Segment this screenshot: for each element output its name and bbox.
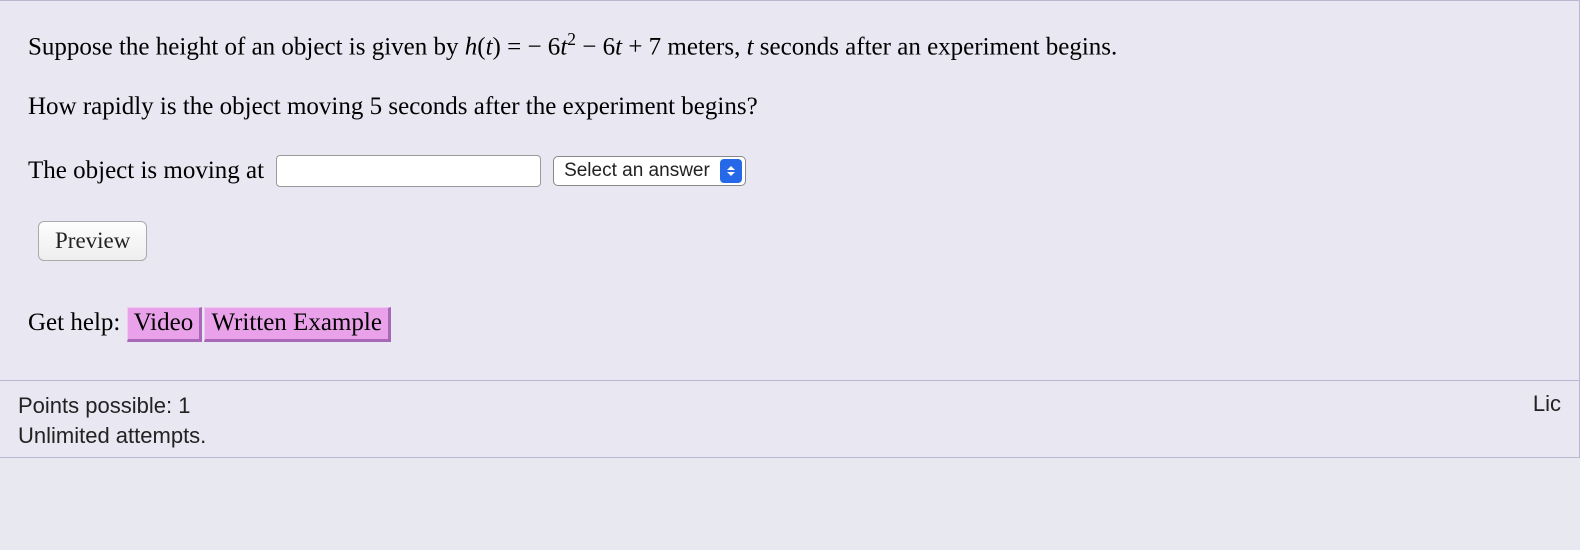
q1-coef2: − 6 [576,33,615,60]
preview-button[interactable]: Preview [38,221,147,261]
q1-equals: = [501,33,528,60]
unit-select[interactable]: Select an answer [553,156,746,186]
q1-coef1: − 6 [527,33,560,60]
select-arrows-icon [720,159,742,183]
help-label: Get help: [28,309,120,336]
unit-select-placeholder: Select an answer [554,160,720,182]
question-text-line1: Suppose the height of an object is given… [28,29,1551,61]
attempts-text: Unlimited attempts. [18,421,206,451]
footer-right: Lic [1533,391,1561,417]
help-video-link[interactable]: Video [127,307,203,342]
q1-tail: + 7 meters, [622,33,747,60]
preview-row: Preview [28,221,1551,261]
question-footer: Points possible: 1 Unlimited attempts. L… [0,380,1579,456]
answer-input[interactable] [276,155,541,187]
help-row: Get help: Video Written Example [28,307,1551,342]
q1-text-a: Suppose the height of an object is given… [28,33,465,60]
question-body: Suppose the height of an object is given… [0,1,1579,380]
answer-row: The object is moving at Select an answer [28,155,1551,187]
q1-text-b: seconds after an experiment begins. [754,33,1118,60]
points-possible: Points possible: 1 [18,391,206,421]
q1-paren-close: ) [493,33,501,60]
q1-exp: 2 [567,29,576,49]
help-written-link[interactable]: Written Example [204,307,390,342]
q1-var3: t [747,33,754,60]
q1-func-name: h [465,33,478,60]
q1-paren-open: ( [477,33,485,60]
question-container: Suppose the height of an object is given… [0,0,1580,458]
answer-label: The object is moving at [28,157,264,185]
footer-left: Points possible: 1 Unlimited attempts. [18,391,206,450]
question-text-line2: How rapidly is the object moving 5 secon… [28,93,1551,121]
q1-func-arg: t [486,33,493,60]
